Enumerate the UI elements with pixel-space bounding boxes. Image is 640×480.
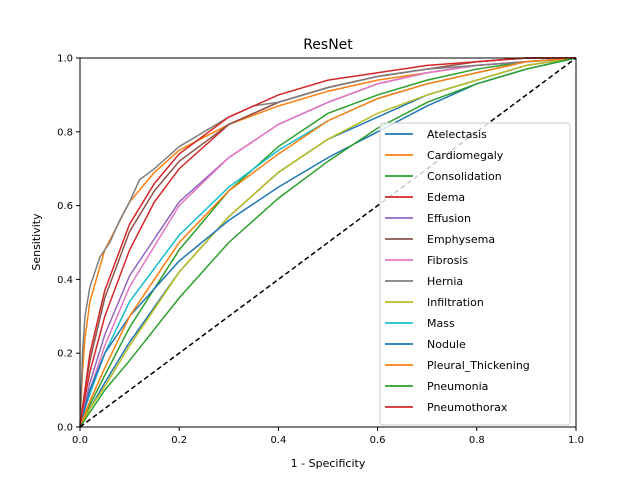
x-tick-label: 0.0 [72,435,88,446]
x-tick-label: 0.4 [270,435,286,446]
plot-frame [79,57,577,428]
legend-label: Edema [427,191,465,204]
chart-title: ResNet [303,37,353,53]
legend-box [379,122,571,426]
legend-label: Pneumonia [427,380,488,393]
axis-ticks: 0.0 0.2 0.4 0.6 0.8 1.0 0.0 0.2 0.4 0.6 0.8 1.0 [57,54,584,447]
series-line-pleural-thickening [79,57,577,428]
x-tick-label: 0.6 [370,435,386,446]
y-tick-label: 0.8 [57,127,73,138]
x-tick-label: 1.0 [568,435,584,446]
legend: Atelectasis Cardiomegaly Consolidation Edem… [379,122,571,426]
legend-label: Pleural_Thickening [427,359,530,372]
legend-label: Pneumothorax [427,401,508,414]
legend-label: Hernia [427,275,463,288]
y-tick-label: 0.6 [57,201,73,212]
y-axis-label: Sensitivity [30,213,43,271]
series-line-pneumonia [79,57,577,428]
y-tick-label: 0.0 [57,423,73,434]
series-line-emphysema [79,57,576,428]
x-tick-label: 0.8 [469,435,485,446]
x-tick-label: 0.2 [171,435,187,446]
legend-label: Fibrosis [427,254,468,267]
legend-label: Emphysema [427,233,495,246]
plot-area [79,57,577,428]
series-line-pneumothorax [79,57,576,428]
y-tick-label: 0.2 [57,349,73,360]
series-line-hernia [79,57,577,428]
y-tick-label: 0.4 [57,275,73,286]
legend-label: Atelectasis [427,128,487,141]
legend-label: Cardiomegaly [427,149,504,162]
chance-diagonal-line [79,57,577,428]
legend-label: Effusion [427,212,471,225]
legend-label: Infiltration [427,296,484,309]
legend-label: Nodule [427,338,466,351]
legend-label: Mass [427,317,455,330]
legend-label: Consolidation [427,170,502,183]
y-tick-label: 1.0 [57,54,73,65]
x-axis-label: 1 - Specificity [291,457,366,470]
series-line-infiltration [79,57,577,428]
series-line-consolidation [79,57,577,428]
